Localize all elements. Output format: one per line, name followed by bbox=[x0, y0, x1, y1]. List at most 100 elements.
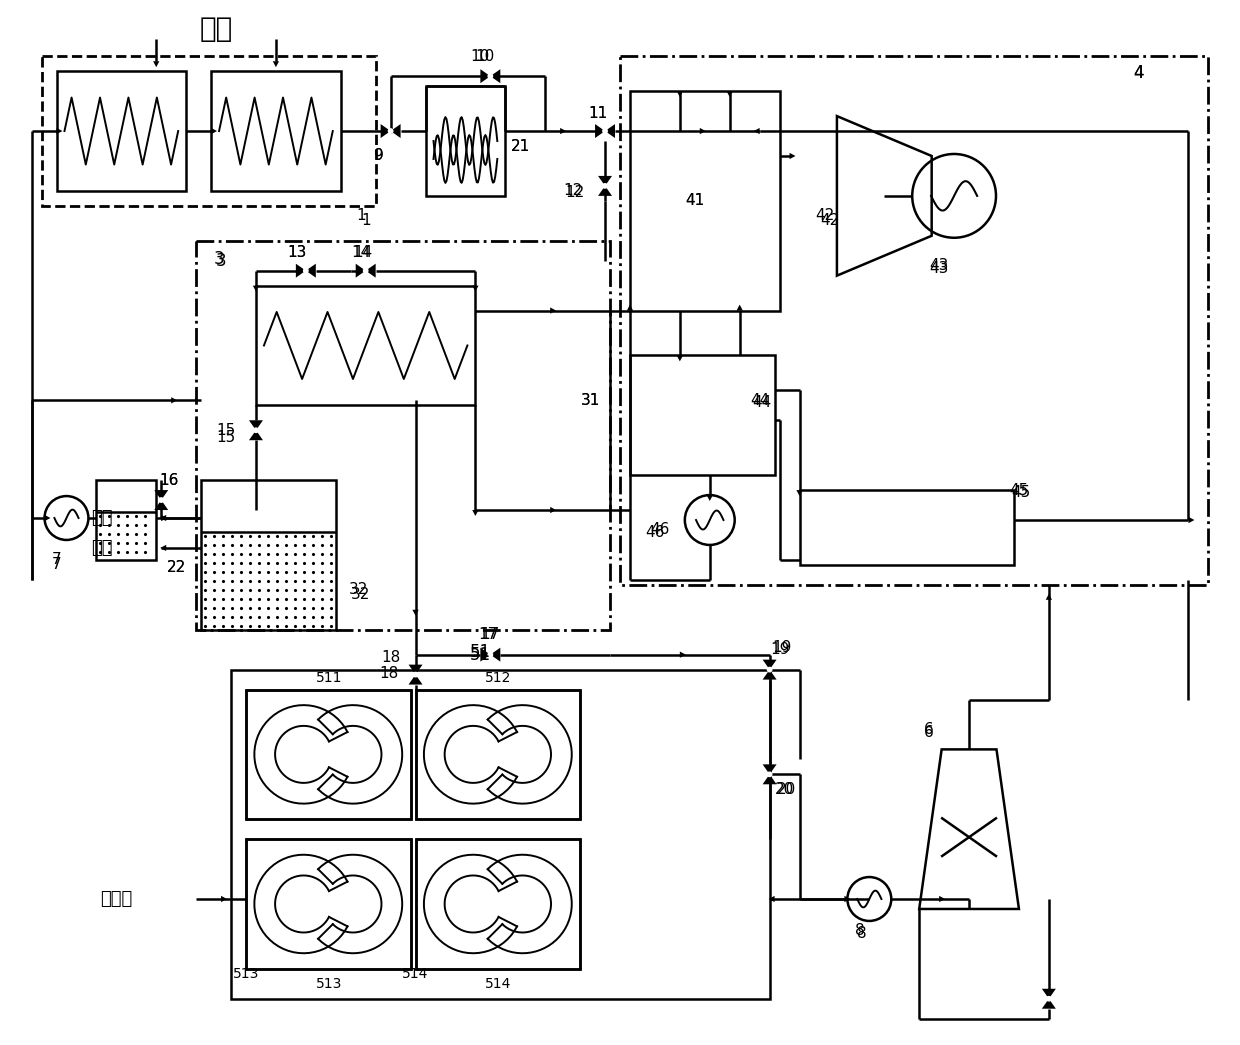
Polygon shape bbox=[391, 124, 401, 138]
Text: 51: 51 bbox=[470, 643, 491, 660]
Text: 14: 14 bbox=[351, 246, 371, 260]
Polygon shape bbox=[605, 124, 615, 138]
Text: 冷水: 冷水 bbox=[91, 509, 112, 527]
Text: 17: 17 bbox=[479, 627, 498, 643]
Polygon shape bbox=[249, 420, 263, 431]
Circle shape bbox=[768, 772, 771, 776]
Circle shape bbox=[413, 672, 418, 677]
Text: 20: 20 bbox=[777, 782, 796, 796]
Polygon shape bbox=[677, 355, 683, 362]
Text: 4: 4 bbox=[1133, 64, 1143, 83]
Circle shape bbox=[254, 428, 258, 433]
Text: 42: 42 bbox=[815, 208, 835, 224]
Polygon shape bbox=[727, 91, 733, 97]
Bar bbox=[57, 71, 186, 191]
Text: 511: 511 bbox=[315, 671, 342, 684]
Text: 514: 514 bbox=[485, 977, 512, 991]
Text: 16: 16 bbox=[160, 472, 179, 488]
Bar bbox=[425, 86, 506, 195]
Text: 18: 18 bbox=[379, 666, 398, 681]
Polygon shape bbox=[160, 515, 166, 521]
Text: 31: 31 bbox=[580, 393, 600, 408]
Polygon shape bbox=[306, 263, 316, 278]
Circle shape bbox=[603, 129, 608, 133]
Polygon shape bbox=[1042, 999, 1055, 1008]
Bar bbox=[415, 839, 580, 969]
Polygon shape bbox=[790, 153, 796, 159]
Text: 512: 512 bbox=[485, 671, 512, 684]
Polygon shape bbox=[796, 490, 802, 496]
Text: 1: 1 bbox=[361, 213, 371, 228]
Circle shape bbox=[603, 184, 608, 188]
Text: 43: 43 bbox=[930, 261, 949, 276]
Polygon shape bbox=[677, 91, 683, 97]
Polygon shape bbox=[490, 648, 500, 661]
Polygon shape bbox=[480, 69, 490, 84]
Text: 热水: 热水 bbox=[91, 539, 112, 557]
Text: 11: 11 bbox=[589, 106, 608, 120]
Polygon shape bbox=[551, 307, 556, 313]
Polygon shape bbox=[57, 127, 62, 134]
Polygon shape bbox=[171, 397, 177, 403]
Text: 9: 9 bbox=[373, 148, 383, 163]
Text: 17: 17 bbox=[481, 627, 500, 643]
Bar bbox=[246, 690, 410, 819]
Polygon shape bbox=[391, 127, 397, 134]
Circle shape bbox=[159, 497, 164, 503]
Polygon shape bbox=[153, 62, 160, 67]
Text: 20: 20 bbox=[775, 782, 794, 796]
Text: 10: 10 bbox=[471, 49, 490, 64]
Text: 46: 46 bbox=[650, 522, 670, 537]
Bar bbox=[201, 480, 336, 630]
Text: 32: 32 bbox=[348, 582, 368, 598]
Polygon shape bbox=[1042, 989, 1055, 999]
Bar bbox=[42, 56, 376, 206]
Polygon shape bbox=[211, 127, 217, 134]
Polygon shape bbox=[472, 510, 479, 516]
Text: 3: 3 bbox=[213, 250, 224, 268]
Polygon shape bbox=[707, 495, 713, 501]
Text: 12: 12 bbox=[563, 183, 583, 199]
Bar bbox=[800, 490, 1014, 565]
Polygon shape bbox=[253, 285, 259, 292]
Bar bbox=[196, 240, 610, 630]
Circle shape bbox=[388, 129, 393, 133]
Text: 10: 10 bbox=[476, 49, 495, 64]
Text: 21: 21 bbox=[511, 139, 529, 154]
Text: 22: 22 bbox=[166, 560, 186, 576]
Bar bbox=[415, 690, 580, 819]
Text: 16: 16 bbox=[160, 472, 179, 488]
Text: 45: 45 bbox=[1009, 483, 1028, 497]
Text: 46: 46 bbox=[645, 526, 665, 540]
Text: 9: 9 bbox=[373, 148, 383, 163]
Polygon shape bbox=[598, 176, 613, 186]
Text: 冷冻水: 冷冻水 bbox=[100, 890, 133, 908]
Bar bbox=[246, 839, 410, 969]
Text: 45: 45 bbox=[1012, 485, 1030, 500]
Text: 6: 6 bbox=[924, 722, 934, 737]
Polygon shape bbox=[408, 675, 423, 684]
Circle shape bbox=[768, 668, 771, 672]
Text: 22: 22 bbox=[166, 560, 186, 576]
Circle shape bbox=[489, 74, 492, 78]
Text: 31: 31 bbox=[580, 393, 600, 408]
Text: 44: 44 bbox=[750, 393, 769, 408]
Text: 513: 513 bbox=[316, 977, 342, 991]
Text: 4: 4 bbox=[1133, 64, 1143, 83]
Polygon shape bbox=[472, 285, 479, 292]
Polygon shape bbox=[154, 490, 169, 501]
Polygon shape bbox=[763, 659, 776, 670]
Text: 12: 12 bbox=[565, 185, 585, 201]
Polygon shape bbox=[763, 670, 776, 679]
Bar bbox=[415, 690, 580, 819]
Polygon shape bbox=[1188, 517, 1194, 524]
Text: 15: 15 bbox=[217, 429, 236, 445]
Polygon shape bbox=[844, 896, 851, 902]
Text: 7: 7 bbox=[52, 557, 61, 573]
Text: 514: 514 bbox=[402, 967, 429, 981]
Polygon shape bbox=[356, 263, 366, 278]
Text: 44: 44 bbox=[751, 395, 771, 410]
Polygon shape bbox=[763, 774, 776, 785]
Polygon shape bbox=[154, 501, 169, 510]
Text: 513: 513 bbox=[233, 967, 259, 981]
